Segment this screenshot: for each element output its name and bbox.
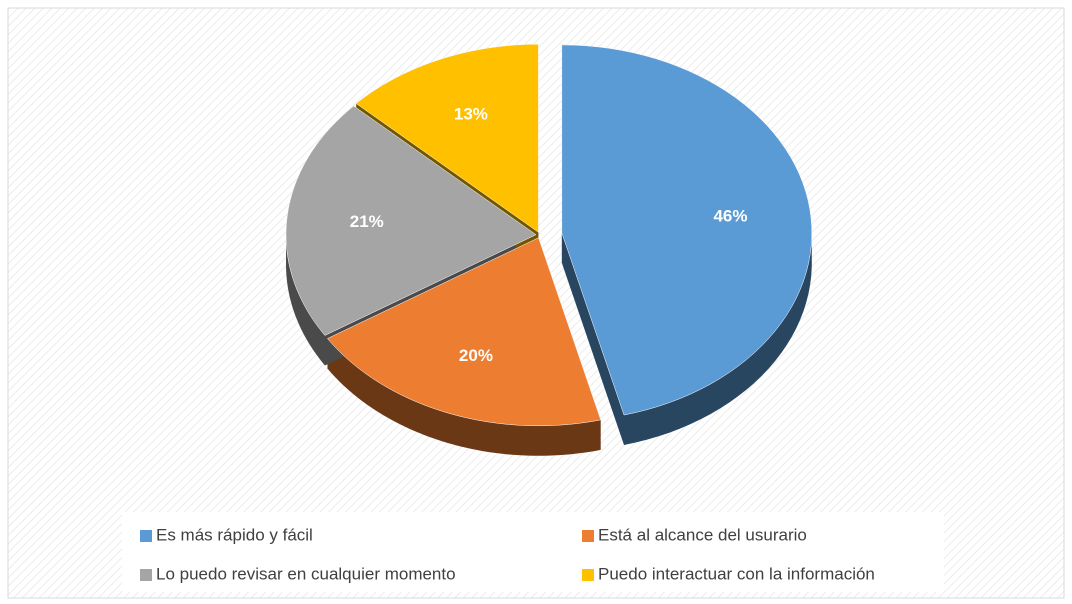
data-label: 13% [454,104,488,123]
slice [285,105,537,336]
slice [355,43,539,233]
legend-key [140,569,152,581]
data-label: 46% [713,206,747,225]
data-label: 20% [459,346,493,365]
legend-label: Lo puedo revisar en cualquier momento [156,564,456,583]
legend-label: Está al alcance del usurario [598,525,807,544]
slice [327,237,602,427]
legend-label: Puedo interactuar con la información [598,564,875,583]
legend-label: Es más rápido y fácil [156,525,313,544]
legend-key [140,530,152,542]
slice [561,44,813,416]
legend-key [582,569,594,581]
data-label: 21% [350,212,384,231]
legend-key [582,530,594,542]
legend-box [122,512,944,592]
